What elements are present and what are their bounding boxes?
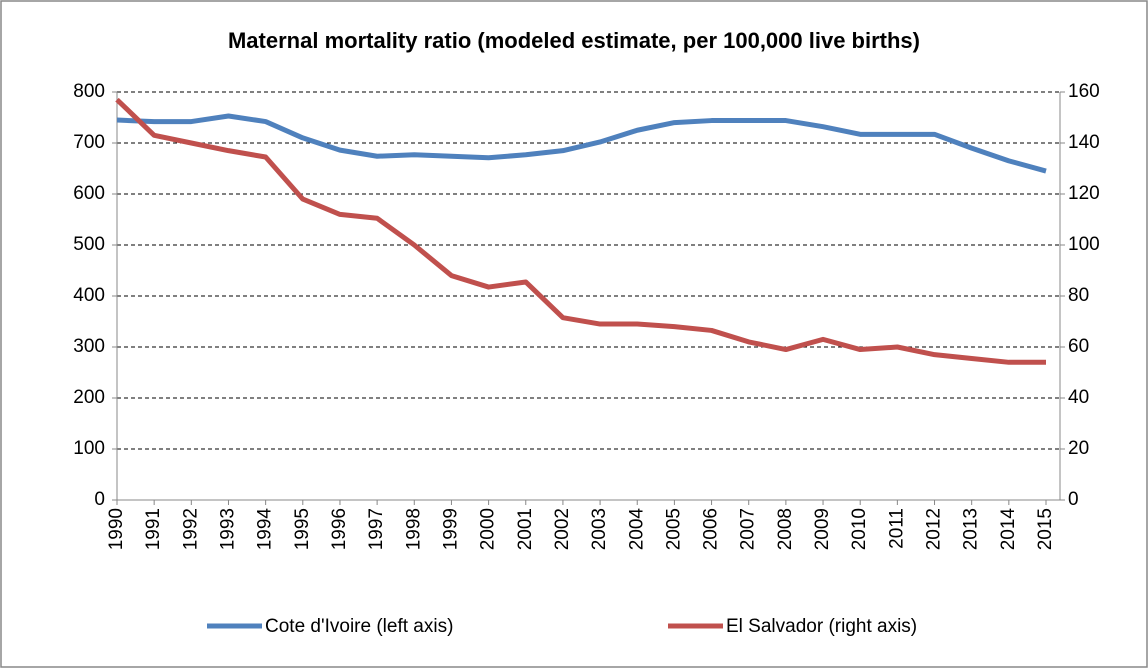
- series-line: [116, 113, 1047, 174]
- x-tick-label: 2005: [663, 508, 684, 550]
- y2-tick-label: 40: [1068, 387, 1089, 408]
- x-tick-label: 1993: [217, 508, 238, 550]
- x-tick-label: 1990: [106, 508, 127, 550]
- y2-tick-label: 20: [1068, 438, 1089, 459]
- y-tick-label: 400: [73, 285, 105, 306]
- x-tick-label: 1992: [180, 508, 201, 550]
- x-tick-label: 2015: [1035, 508, 1056, 550]
- y2-tick-label: 0: [1068, 489, 1079, 510]
- x-tick-label: 2011: [886, 508, 907, 549]
- x-tick-label: 2000: [478, 508, 499, 550]
- x-tick-label: 2006: [701, 508, 722, 550]
- x-tick-label: 2012: [924, 508, 945, 550]
- y2-tick-label: 140: [1068, 132, 1100, 153]
- x-tick-label: 2002: [552, 508, 573, 550]
- legend-label: El Salvador (right axis): [726, 616, 917, 637]
- x-tick-label: 1997: [366, 508, 387, 550]
- y-tick-label: 700: [73, 132, 105, 153]
- y2-tick-label: 80: [1068, 285, 1089, 306]
- y-tick-label: 200: [73, 387, 105, 408]
- y-tick-label: 300: [73, 336, 105, 357]
- series-line: [115, 97, 1046, 365]
- x-tick-label: 2003: [589, 508, 610, 550]
- x-tick-label: 2010: [849, 508, 870, 550]
- x-tick-label: 2014: [998, 508, 1019, 551]
- y-tick-label: 800: [73, 81, 105, 102]
- y2-tick-label: 100: [1068, 234, 1100, 255]
- y-tick-label: 600: [73, 183, 105, 204]
- x-tick-label: 2009: [812, 508, 833, 550]
- legend-label: Cote d'Ivoire (left axis): [265, 616, 453, 637]
- x-tick-label: 2008: [775, 508, 796, 550]
- y-tick-label: 0: [94, 489, 105, 510]
- y-tick-label: 100: [73, 438, 105, 459]
- chart-title: Maternal mortality ratio (modeled estima…: [228, 28, 920, 53]
- x-tick-label: 1991: [143, 508, 164, 550]
- y2-tick-label: 120: [1068, 183, 1100, 204]
- x-tick-label: 1994: [255, 508, 276, 551]
- y2-tick-label: 60: [1068, 336, 1089, 357]
- x-tick-label: 2013: [961, 508, 982, 550]
- x-tick-label: 2004: [626, 508, 647, 551]
- y-tick-label: 500: [73, 234, 105, 255]
- x-tick-label: 1996: [329, 508, 350, 550]
- x-tick-label: 2001: [515, 508, 536, 550]
- x-tick-label: 1998: [403, 508, 424, 550]
- x-tick-label: 2007: [738, 508, 759, 550]
- x-tick-label: 1995: [292, 508, 313, 550]
- y2-tick-label: 160: [1068, 81, 1100, 102]
- x-tick-label: 1999: [440, 508, 461, 550]
